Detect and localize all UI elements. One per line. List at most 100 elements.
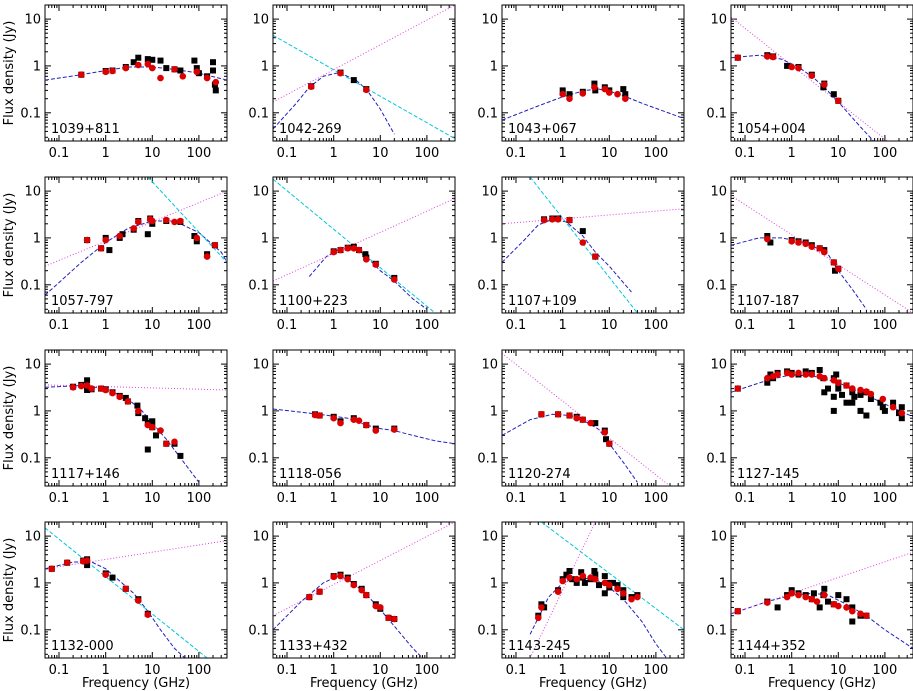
- data-point-red: [316, 588, 323, 595]
- data-point-red: [802, 593, 809, 601]
- plot-frame: [730, 176, 913, 314]
- fit-curve: [731, 551, 913, 615]
- data-points: [764, 233, 842, 274]
- x-tick-label: 0.1: [506, 663, 527, 678]
- data-point-red: [171, 66, 178, 73]
- y-tick-label: 10: [710, 358, 727, 373]
- data-point-red: [102, 236, 109, 244]
- data-point-red: [821, 374, 828, 382]
- data-point-red: [385, 614, 392, 622]
- fit-curves: [502, 88, 684, 121]
- y-tick-label: 10: [252, 13, 269, 28]
- panel-1039+811: 0.1 1 10 100 0.1 1 10 1039+811 Flux density (Jy): [2, 4, 228, 161]
- data-point-red: [171, 438, 178, 446]
- x-axis-label: Frequency (GHz): [768, 676, 876, 691]
- x-tick-label: 100: [414, 491, 439, 506]
- data-point-red: [102, 386, 109, 394]
- x-tick-label: 10: [830, 663, 847, 678]
- fit-curve: [273, 408, 455, 445]
- data-point-red: [391, 615, 398, 623]
- data-point-red: [363, 86, 370, 94]
- axis-ticks: [44, 176, 228, 313]
- fit-curve: [502, 218, 632, 293]
- data-point-red: [764, 374, 771, 382]
- data-point-red: [69, 384, 77, 391]
- data-point-black: [135, 54, 142, 61]
- data-point-red: [573, 575, 580, 583]
- data-point-black: [596, 582, 602, 589]
- data-point-red: [857, 610, 864, 618]
- panel-1133+432: 0.1 1 10 100 0.1 1 10 1133+432 Frequency (GHz): [248, 521, 456, 691]
- data-point-black: [857, 407, 864, 414]
- source-name-label: 1133+432: [279, 639, 348, 654]
- axis-ticks: [272, 176, 456, 313]
- x-tick-label: 100: [186, 318, 211, 333]
- source-name-label: 1042-269: [279, 122, 342, 137]
- x-axis-label: Frequency (GHz): [310, 676, 418, 691]
- plot-frame: [501, 349, 685, 487]
- y-tick-label: 1: [33, 59, 41, 74]
- data-point-red: [538, 604, 545, 611]
- data-point-red: [355, 417, 363, 425]
- data-point-red: [211, 241, 219, 249]
- data-point-red: [391, 426, 398, 433]
- panel-1144+352: 0.1 1 10 100 0.1 1 10 1144+352 Frequency (GHz): [706, 521, 913, 691]
- data-point-black: [591, 568, 598, 574]
- y-tick-label: 0.1: [477, 623, 498, 638]
- data-points: [78, 54, 220, 94]
- data-point-red: [566, 412, 573, 419]
- source-name-label: 1039+811: [51, 122, 120, 137]
- data-point-red: [177, 217, 184, 225]
- x-tick-label: 10: [601, 318, 618, 333]
- panel-1117+146: 0.1 1 10 100 0.1 1 10 1117+146 Flux density (Jy): [2, 349, 228, 506]
- data-point-red: [102, 68, 109, 76]
- data-point-red: [795, 239, 802, 246]
- plot-frame: [44, 521, 228, 659]
- data-point-red: [802, 240, 809, 248]
- data-point-red: [337, 572, 344, 580]
- data-point-red: [566, 216, 573, 224]
- source-name-label: 1057-797: [51, 294, 114, 309]
- data-point-black: [830, 407, 837, 414]
- data-point-red: [350, 416, 358, 424]
- y-tick-label: 1: [490, 231, 498, 246]
- data-point-black: [881, 407, 888, 414]
- data-point-red: [566, 95, 573, 102]
- axis-ticks: [501, 521, 685, 658]
- x-tick-label: 10: [830, 491, 847, 506]
- y-axis-label: Flux density (Jy): [2, 193, 17, 298]
- data-point-red: [549, 216, 556, 223]
- x-tick-label: 10: [601, 491, 618, 506]
- data-point-black: [212, 87, 219, 94]
- panel-1120-274: 0.1 1 10 100 0.1 1 10 1120-274: [477, 349, 685, 506]
- data-point-red: [601, 429, 609, 436]
- data-point-red: [116, 393, 123, 401]
- data-point-black: [210, 67, 216, 74]
- data-point-black: [816, 604, 823, 611]
- data-point-black: [191, 57, 198, 64]
- data-point-red: [879, 395, 887, 403]
- data-point-black: [830, 91, 837, 98]
- fit-curve: [502, 88, 684, 121]
- data-point-black: [157, 57, 164, 64]
- data-point-black: [898, 415, 905, 422]
- data-point-red: [579, 572, 587, 580]
- x-tick-label: 10: [144, 663, 161, 678]
- data-point-black: [566, 568, 573, 574]
- y-tick-label: 1: [719, 404, 727, 419]
- y-axis-label: Flux density (Jy): [2, 366, 17, 471]
- plot-frame: [272, 349, 456, 487]
- data-point-red: [835, 265, 842, 273]
- data-point-red: [554, 216, 562, 223]
- data-point-black: [774, 604, 781, 611]
- data-point-black: [177, 67, 184, 74]
- x-tick-label: 100: [872, 491, 897, 506]
- fit-curves: [731, 16, 889, 141]
- data-point-red: [614, 90, 621, 98]
- fit-curves: [731, 551, 913, 649]
- data-point-black: [877, 399, 884, 406]
- plot-frame: [272, 521, 456, 659]
- plot-frame: [501, 176, 685, 314]
- x-tick-label: 10: [830, 318, 847, 333]
- data-point-red: [835, 97, 842, 105]
